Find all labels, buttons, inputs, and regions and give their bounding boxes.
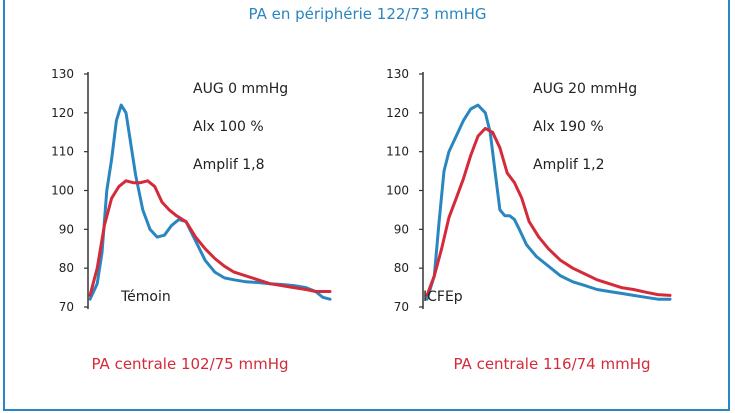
annotation-text: AUG 20 mmHg xyxy=(533,81,637,97)
y-tick-label: 110 xyxy=(386,145,409,159)
y-tick-label: 100 xyxy=(386,184,409,198)
y-tick-label: 120 xyxy=(386,106,409,120)
y-tick-label: 70 xyxy=(394,300,409,314)
peripheral-pressure-title: PA en périphérie 122/73 mmHG xyxy=(248,5,487,23)
annotation-text: Alx 100 % xyxy=(193,119,264,135)
annotation-text: Amplif 1,2 xyxy=(533,157,605,173)
y-tick-label: 70 xyxy=(59,300,74,314)
central-pressure-caption: PA centrale 102/75 mmHg xyxy=(91,355,288,373)
y-tick-label: 80 xyxy=(394,261,409,275)
y-tick-label: 130 xyxy=(51,67,74,81)
central-pressure-curve xyxy=(88,179,332,297)
central-pressure-caption: PA centrale 116/74 mmHg xyxy=(453,355,650,373)
y-tick-label: 90 xyxy=(394,222,409,236)
y-tick-label: 110 xyxy=(51,145,74,159)
central-pressure-curve xyxy=(425,126,672,297)
frame-border xyxy=(3,0,730,411)
panel-label: ICFEp xyxy=(423,289,463,305)
panel-label: Témoin xyxy=(120,289,171,305)
annotation-text: Amplif 1,8 xyxy=(193,157,265,173)
y-tick-label: 80 xyxy=(59,261,74,275)
peripheral-pressure-curve xyxy=(425,103,672,301)
y-tick-label: 90 xyxy=(59,222,74,236)
annotation-text: Alx 190 % xyxy=(533,119,604,135)
annotation-text: AUG 0 mmHg xyxy=(193,81,288,97)
y-tick-label: 120 xyxy=(51,106,74,120)
y-tick-label: 100 xyxy=(51,184,74,198)
y-tick-label: 130 xyxy=(386,67,409,81)
